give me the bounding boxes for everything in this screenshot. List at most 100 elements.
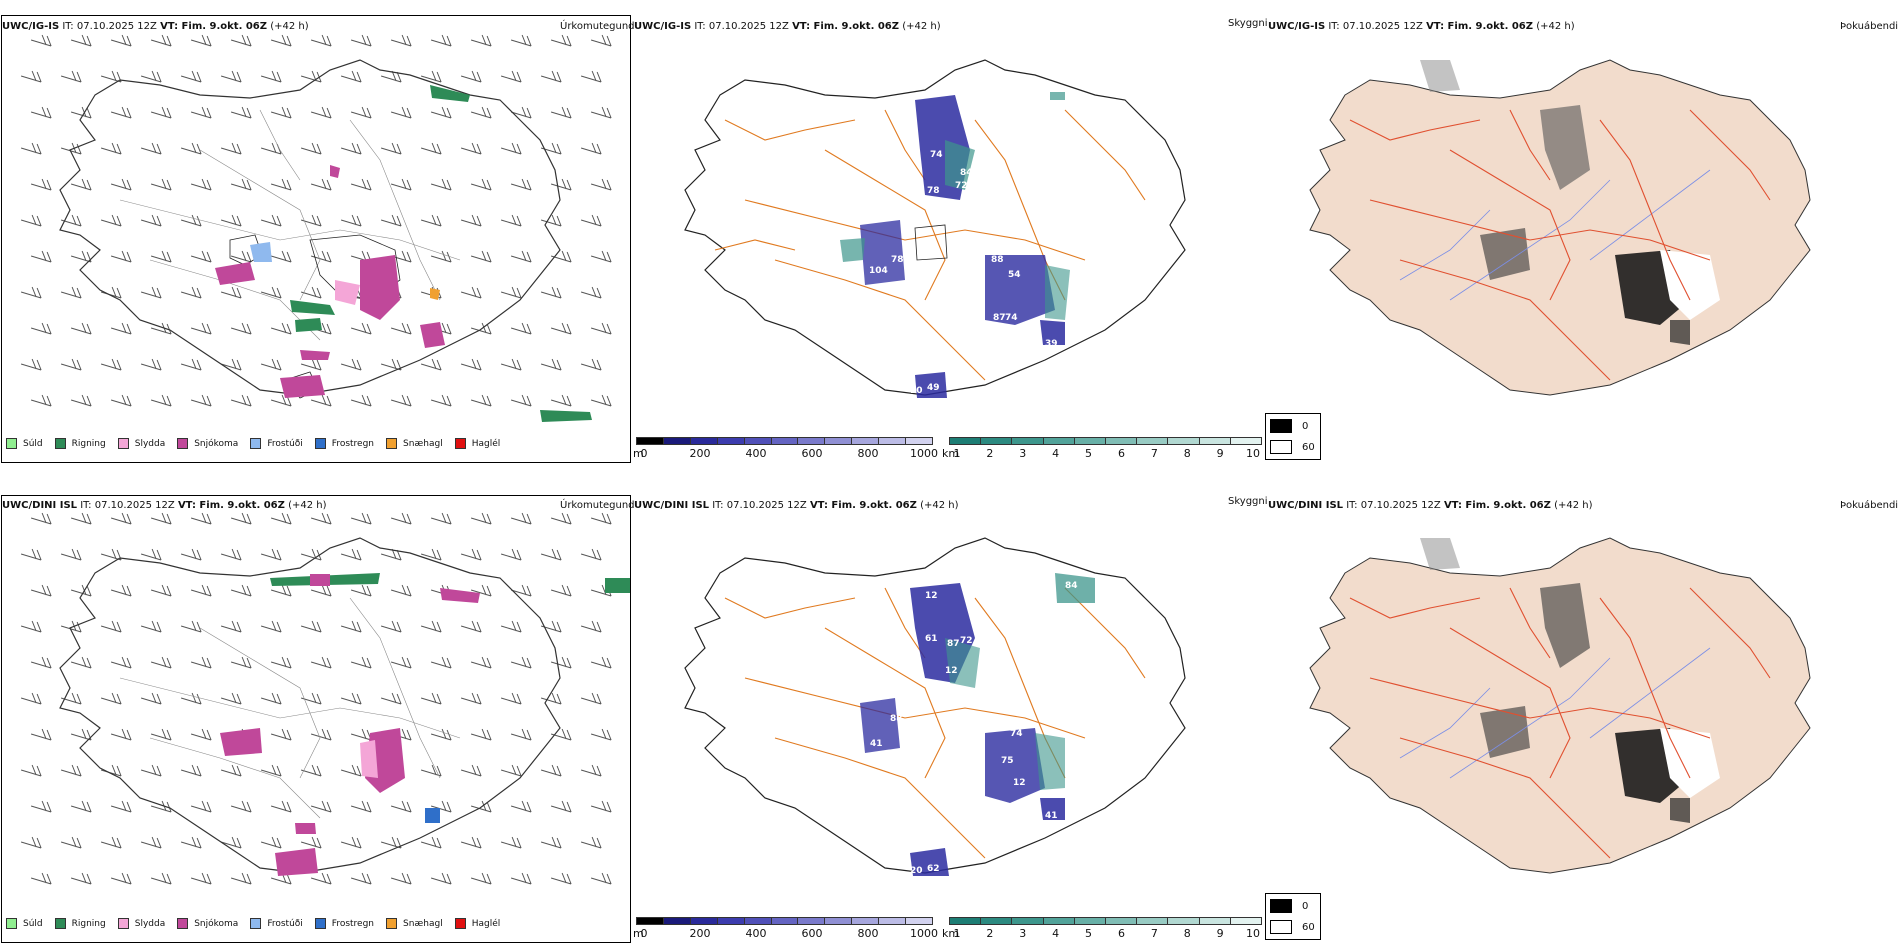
wind-barb bbox=[580, 692, 602, 705]
vis-map-top: 74 84 78 72 104 78 69 88 54 87 74 39 10 … bbox=[684, 59, 1186, 398]
wind-barb bbox=[550, 178, 572, 191]
wind-barb bbox=[230, 584, 252, 597]
wind-barb bbox=[60, 548, 82, 561]
legend-swatch bbox=[454, 918, 466, 929]
fog-panel-title: Þokuábendi bbox=[1840, 500, 1899, 511]
wind-barb bbox=[140, 70, 162, 83]
vis-panel-title: Skyggni bbox=[1228, 496, 1268, 507]
scale-tick: 8 bbox=[1183, 927, 1191, 940]
wind-barb bbox=[510, 872, 532, 885]
vis-label: 62 bbox=[927, 864, 940, 874]
wind-barb bbox=[270, 250, 292, 263]
wind-barb bbox=[220, 214, 242, 227]
wind-barb bbox=[470, 800, 492, 813]
wind-barb bbox=[430, 394, 452, 407]
vis-scale-unit: m bbox=[633, 447, 644, 460]
iceland-outline bbox=[59, 537, 561, 874]
wind-barb bbox=[430, 512, 452, 525]
wind-barb bbox=[260, 620, 282, 633]
wind-barb bbox=[70, 872, 92, 885]
wind-barb bbox=[140, 358, 162, 371]
wind-barb bbox=[430, 250, 452, 263]
vis-label: 84 bbox=[1065, 581, 1078, 591]
wind-barb bbox=[230, 250, 252, 263]
vt-label: VT: Fim. 9.okt. 06Z bbox=[177, 500, 285, 511]
wind-barb bbox=[540, 214, 562, 227]
wind-barb bbox=[420, 214, 442, 227]
wind-barb bbox=[510, 800, 532, 813]
wind-barb bbox=[310, 728, 332, 741]
vt-label: VT: Fim. 9.okt. 06Z bbox=[809, 500, 917, 511]
wind-barb bbox=[110, 584, 132, 597]
vis-label: 10 bbox=[910, 386, 923, 396]
fog-header-bottom: UWC/DINI ISL IT: 07.10.2025 12Z VT: Fim.… bbox=[1268, 500, 1593, 512]
wind-barb bbox=[150, 178, 172, 191]
wind-barb bbox=[180, 620, 202, 633]
wind-barb bbox=[340, 548, 362, 561]
wind-barb bbox=[390, 322, 412, 335]
wind-barb bbox=[230, 34, 252, 47]
vis-scale-m-bottom: m 0 200 400 600 800 1000 bbox=[633, 917, 938, 940]
it-value: 07.10.2025 12Z bbox=[76, 21, 157, 32]
scale-tick: 1000 bbox=[910, 447, 938, 460]
wind-barb bbox=[310, 656, 332, 669]
iceland-outline bbox=[59, 59, 561, 396]
wind-barb bbox=[230, 106, 252, 119]
wind-barb bbox=[390, 872, 412, 885]
wind-barb bbox=[380, 692, 402, 705]
wind-barb bbox=[100, 620, 122, 633]
fog-scale-top: 0 60 bbox=[1265, 413, 1321, 460]
wind-barb bbox=[340, 142, 362, 155]
vis-label: 12 bbox=[1013, 778, 1026, 788]
legend-item: Frostregn bbox=[314, 438, 374, 449]
wind-barb bbox=[510, 584, 532, 597]
wind-barb bbox=[220, 620, 242, 633]
vis-label: 104 bbox=[869, 266, 888, 276]
wind-barb bbox=[180, 286, 202, 299]
wind-barb bbox=[310, 394, 332, 407]
scale-tick: 1 bbox=[953, 927, 961, 940]
wind-barb bbox=[580, 620, 602, 633]
wind-barb bbox=[260, 214, 282, 227]
wind-barb bbox=[190, 250, 212, 263]
wind-barb bbox=[270, 322, 292, 335]
wind-barb bbox=[60, 286, 82, 299]
wind-barb bbox=[340, 764, 362, 777]
legend-label: Súld bbox=[23, 918, 43, 929]
wind-barb bbox=[220, 692, 242, 705]
wind-barb bbox=[300, 286, 322, 299]
wind-barb bbox=[100, 692, 122, 705]
wind-barb bbox=[20, 620, 42, 633]
wind-barb bbox=[460, 764, 482, 777]
wind-barb bbox=[150, 250, 172, 263]
wind-barb bbox=[110, 800, 132, 813]
wind-barb bbox=[270, 728, 292, 741]
fog-scale-swatch bbox=[1270, 899, 1292, 913]
wind-barb bbox=[590, 178, 612, 191]
scale-tick: 3 bbox=[1019, 447, 1027, 460]
wind-barb bbox=[420, 142, 442, 155]
wind-barb bbox=[390, 584, 412, 597]
legend-swatch bbox=[54, 918, 66, 929]
model-name: UWC/IG-IS bbox=[2, 21, 60, 32]
wind-barb bbox=[270, 106, 292, 119]
vis-label: 87 bbox=[993, 313, 1006, 323]
precip-panel-title: Úrkomutegund bbox=[560, 21, 635, 32]
fog-scale-swatch bbox=[1270, 920, 1292, 934]
wind-barb bbox=[510, 728, 532, 741]
wind-barb bbox=[350, 656, 372, 669]
wind-barb bbox=[110, 872, 132, 885]
wind-barb bbox=[310, 584, 332, 597]
legend-item: Snæhagl bbox=[386, 438, 443, 449]
vis-label: 39 bbox=[1045, 339, 1058, 349]
wind-barb bbox=[230, 512, 252, 525]
iceland-outline bbox=[684, 59, 1186, 396]
model-name: UWC/DINI ISL bbox=[634, 500, 710, 511]
wind-barb bbox=[190, 394, 212, 407]
legend-swatch bbox=[177, 438, 189, 449]
wind-barb bbox=[230, 800, 252, 813]
wind-barb bbox=[100, 358, 122, 371]
vis-label: 74 bbox=[1010, 729, 1023, 739]
wind-barb bbox=[180, 692, 202, 705]
wind-barb bbox=[510, 656, 532, 669]
